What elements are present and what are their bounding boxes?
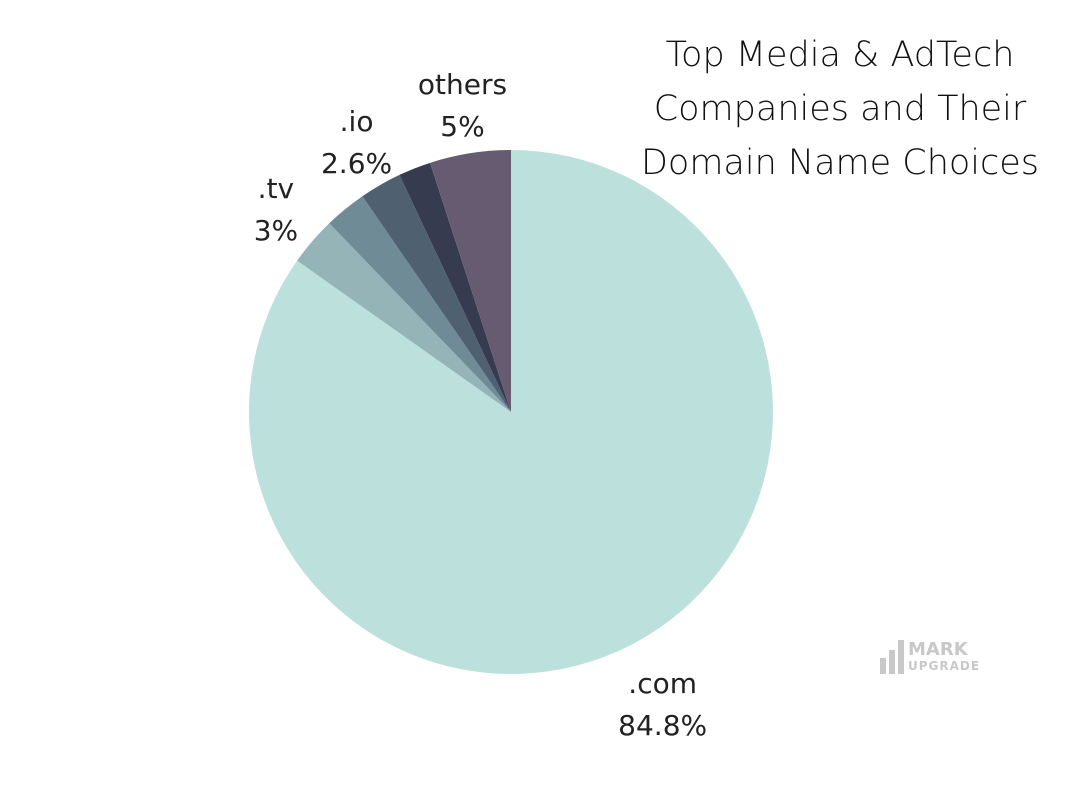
- watermark-line: MARK: [908, 639, 968, 660]
- watermark: MARK UPGRADE: [880, 640, 980, 674]
- watermark-icon: [880, 640, 904, 674]
- slice-value-label: 84.8%: [618, 709, 707, 742]
- slice-value-label: 5%: [440, 110, 484, 143]
- pie-slice: [362, 174, 511, 412]
- slice-label: .com: [628, 667, 697, 700]
- pie-slice: [297, 223, 511, 412]
- watermark-line: UPGRADE: [908, 659, 981, 673]
- slice-value-label: 2.6%: [321, 147, 392, 180]
- pie-slice: [329, 196, 511, 412]
- pie-slice: [249, 150, 774, 675]
- pie-slice: [399, 162, 511, 412]
- chart-title: Top Media & AdTech Companies and Their D…: [640, 35, 1040, 183]
- slice-label: others: [418, 68, 507, 101]
- slice-label: .tv: [258, 172, 294, 205]
- slice-label: .io: [340, 105, 374, 138]
- pie-slice: [430, 150, 511, 412]
- slice-value-label: 3%: [254, 214, 298, 247]
- watermark-text: MARK UPGRADE: [908, 639, 981, 674]
